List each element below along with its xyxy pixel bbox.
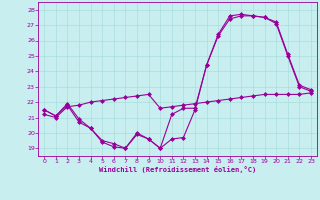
X-axis label: Windchill (Refroidissement éolien,°C): Windchill (Refroidissement éolien,°C) (99, 166, 256, 173)
